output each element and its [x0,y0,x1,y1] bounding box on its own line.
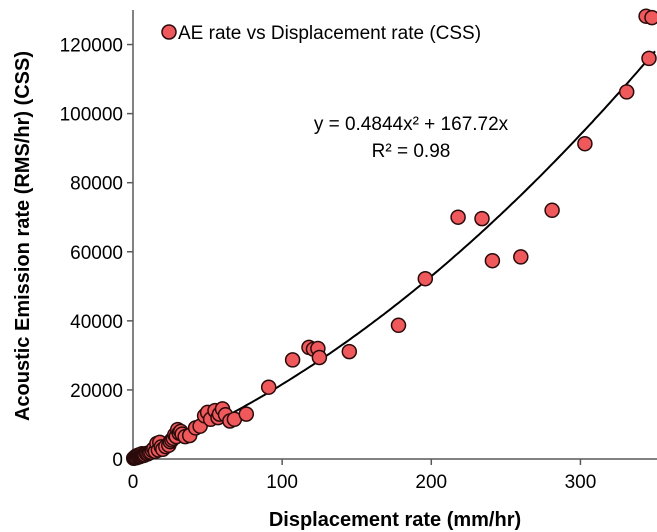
data-point [238,406,255,422]
y-tick-label: 20000 [70,381,123,402]
data-point [577,135,593,152]
data-point [417,270,434,287]
trendline [132,50,656,460]
trendline-r-squared: R² = 0.98 [372,141,451,162]
axes [132,10,657,460]
data-point [474,210,490,227]
data-point [484,252,501,269]
y-tick-label: 0 [112,450,123,471]
x-tick-label: 300 [565,472,597,493]
data-point [311,349,328,366]
y-tick-label: 80000 [70,174,123,195]
x-axis-title: Displacement rate (mm/hr) [269,509,521,531]
x-axis-ticks: 0 100 200 300 [128,459,597,493]
x-tick-label: 0 [128,472,139,493]
trendline-equation: y = 0.4844x² + 167.72x [314,114,509,135]
data-points [125,8,657,467]
x-tick-label: 200 [415,472,447,493]
data-point [390,317,407,334]
y-tick-label: 100000 [60,105,123,126]
y-axis-ticks: 0 20000 40000 60000 80000 100000 120000 [60,36,133,471]
data-point [284,352,301,368]
data-point [618,84,635,100]
data-point [260,379,277,395]
data-point [341,343,358,360]
data-point [641,50,657,67]
data-point [450,209,466,225]
legend-label: AE rate vs Displacement rate (CSS) [178,23,481,44]
data-point [644,9,657,26]
y-tick-label: 120000 [60,36,123,57]
x-tick-label: 100 [266,472,298,493]
y-axis-title: Acoustic Emission rate (RMS/hr) (CSS) [12,51,34,421]
legend: AE rate vs Displacement rate (CSS) [161,23,481,44]
data-point [513,249,529,265]
y-tick-label: 40000 [70,312,123,333]
legend-marker [161,24,177,40]
y-tick-label: 60000 [70,243,123,264]
data-point [544,202,560,219]
